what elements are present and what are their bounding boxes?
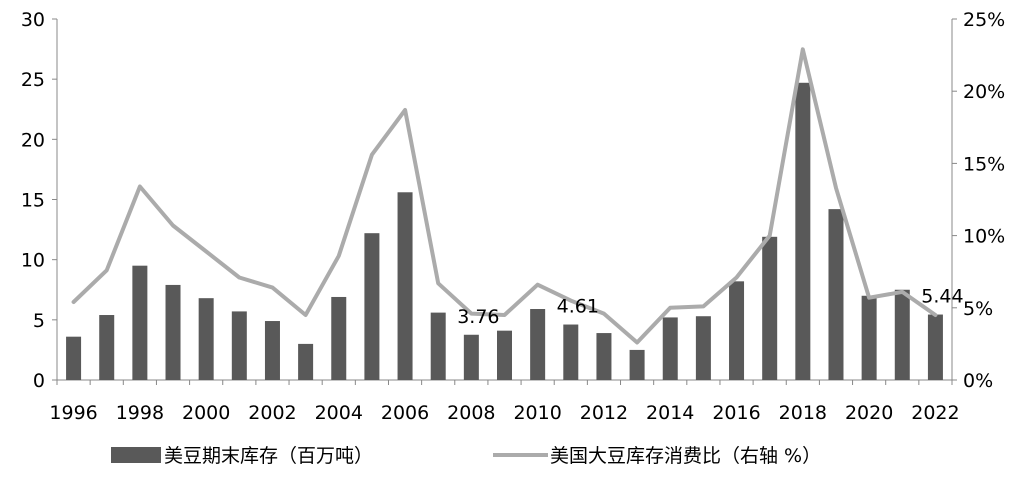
line-series [71, 47, 938, 345]
bar [729, 281, 745, 380]
x-tick-label: 1996 [49, 402, 97, 424]
x-tick-label: 2008 [447, 402, 495, 424]
bar [596, 333, 612, 380]
x-tick-label: 2004 [315, 402, 363, 424]
bar [530, 309, 546, 380]
data-label: 4.61 [557, 296, 599, 318]
y-right-tick-label: 25% [963, 9, 1005, 31]
bar [99, 315, 115, 380]
bar [563, 324, 579, 380]
y-left-tick-label: 20 [21, 129, 45, 151]
bar [165, 284, 181, 380]
y-left-tick-label: 25 [21, 69, 45, 91]
x-tick-label: 2002 [248, 402, 296, 424]
x-tick-label: 2022 [911, 402, 959, 424]
y-left-tick-label: 10 [21, 250, 45, 272]
bar [463, 334, 479, 380]
data-labels: 3.76 4.61 5.44 [457, 286, 963, 328]
legend-label-bar: 美豆期末库存（百万吨） [164, 445, 373, 467]
axes: 0 5 10 15 20 25 30 0% 5% 10% 15% 20% 25% 1996 1998 2000… [21, 9, 1005, 424]
bar [66, 336, 82, 380]
bar [132, 265, 148, 380]
bar [331, 296, 347, 380]
bar [264, 321, 280, 380]
y-left-tick-label: 15 [21, 190, 45, 212]
bar [430, 312, 446, 380]
y-right-tick-label: 15% [963, 153, 1005, 175]
bar [662, 317, 678, 380]
y-right-tick-label: 10% [963, 226, 1005, 248]
bar [364, 233, 380, 380]
legend-label-line: 美国大豆库存消费比（右轴 %） [550, 445, 821, 467]
x-tick-label: 2010 [513, 402, 561, 424]
y-right-tick-label: 0% [963, 370, 993, 392]
y-left-tick-label: 30 [21, 9, 45, 31]
bar [629, 349, 645, 380]
y-left-tick-label: 5 [33, 310, 45, 332]
bar [894, 289, 910, 380]
bar [795, 82, 811, 380]
y-right-tick-label: 20% [963, 81, 1005, 103]
bar-series [66, 82, 943, 380]
x-tick-label: 2016 [712, 402, 760, 424]
y-left-tick-label: 0 [33, 370, 45, 392]
bar [861, 295, 877, 380]
x-tick-label: 2000 [182, 402, 230, 424]
x-tick-label: 2012 [580, 402, 628, 424]
x-tick-label: 2014 [646, 402, 694, 424]
legend-swatch-bar [111, 447, 161, 463]
bar [927, 314, 943, 380]
x-tick-label: 2018 [779, 402, 827, 424]
bar [231, 311, 247, 380]
data-label: 3.76 [457, 306, 499, 328]
bar [695, 316, 711, 380]
bar [497, 330, 512, 380]
bar [397, 192, 413, 380]
x-tick-label: 2006 [381, 402, 429, 424]
bar [828, 209, 844, 380]
data-label: 5.44 [921, 286, 963, 308]
x-tick-label: 2020 [845, 402, 893, 424]
bar [198, 298, 214, 380]
y-right-tick-label: 5% [963, 298, 993, 320]
bar [298, 343, 314, 380]
legend: 美豆期末库存（百万吨） 美国大豆库存消费比（右轴 %） [111, 445, 821, 467]
x-tick-label: 1998 [116, 402, 164, 424]
bar [762, 236, 778, 380]
